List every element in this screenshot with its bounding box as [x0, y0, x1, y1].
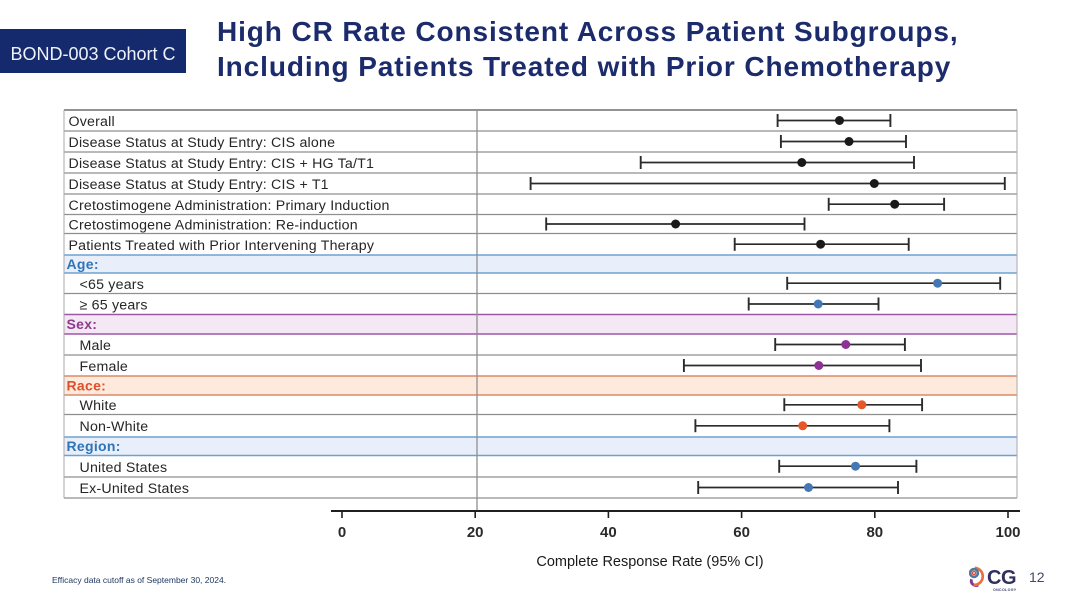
svg-text:Complete Response Rate (95% CI: Complete Response Rate (95% CI): [536, 554, 763, 570]
svg-text:Ex-United States: Ex-United States: [80, 481, 190, 497]
svg-text:Patients Treated with Prior In: Patients Treated with Prior Intervening …: [69, 238, 375, 254]
svg-text:<65 years: <65 years: [80, 277, 145, 293]
svg-text:80: 80: [866, 524, 883, 541]
svg-text:Non-White: Non-White: [80, 419, 149, 435]
svg-text:20: 20: [467, 524, 484, 541]
svg-text:40: 40: [600, 524, 617, 541]
svg-text:White: White: [80, 398, 117, 414]
svg-text:Disease Status at Study Entry:: Disease Status at Study Entry: CIS alone: [69, 135, 336, 151]
svg-text:Age:: Age:: [67, 256, 99, 272]
svg-text:Disease Status at Study Entry:: Disease Status at Study Entry: CIS + T1: [69, 177, 329, 193]
svg-text:Region:: Region:: [67, 438, 121, 454]
svg-text:Disease Status at Study Entry:: Disease Status at Study Entry: CIS + HG …: [69, 156, 375, 172]
svg-text:60: 60: [733, 524, 750, 541]
svg-text:Cretostimogene Administration:: Cretostimogene Administration: Re-induct…: [69, 218, 358, 234]
svg-text:Sex:: Sex:: [67, 316, 98, 332]
svg-text:United States: United States: [80, 460, 168, 476]
svg-text:Female: Female: [80, 359, 129, 375]
svg-text:Race:: Race:: [67, 378, 107, 394]
svg-text:Cretostimogene Administration:: Cretostimogene Administration: Primary I…: [69, 198, 390, 214]
svg-text:≥ 65 years: ≥ 65 years: [80, 298, 148, 314]
svg-text:0: 0: [338, 524, 346, 541]
svg-text:100: 100: [995, 524, 1020, 541]
svg-text:Overall: Overall: [69, 114, 115, 130]
svg-text:Male: Male: [80, 338, 112, 354]
